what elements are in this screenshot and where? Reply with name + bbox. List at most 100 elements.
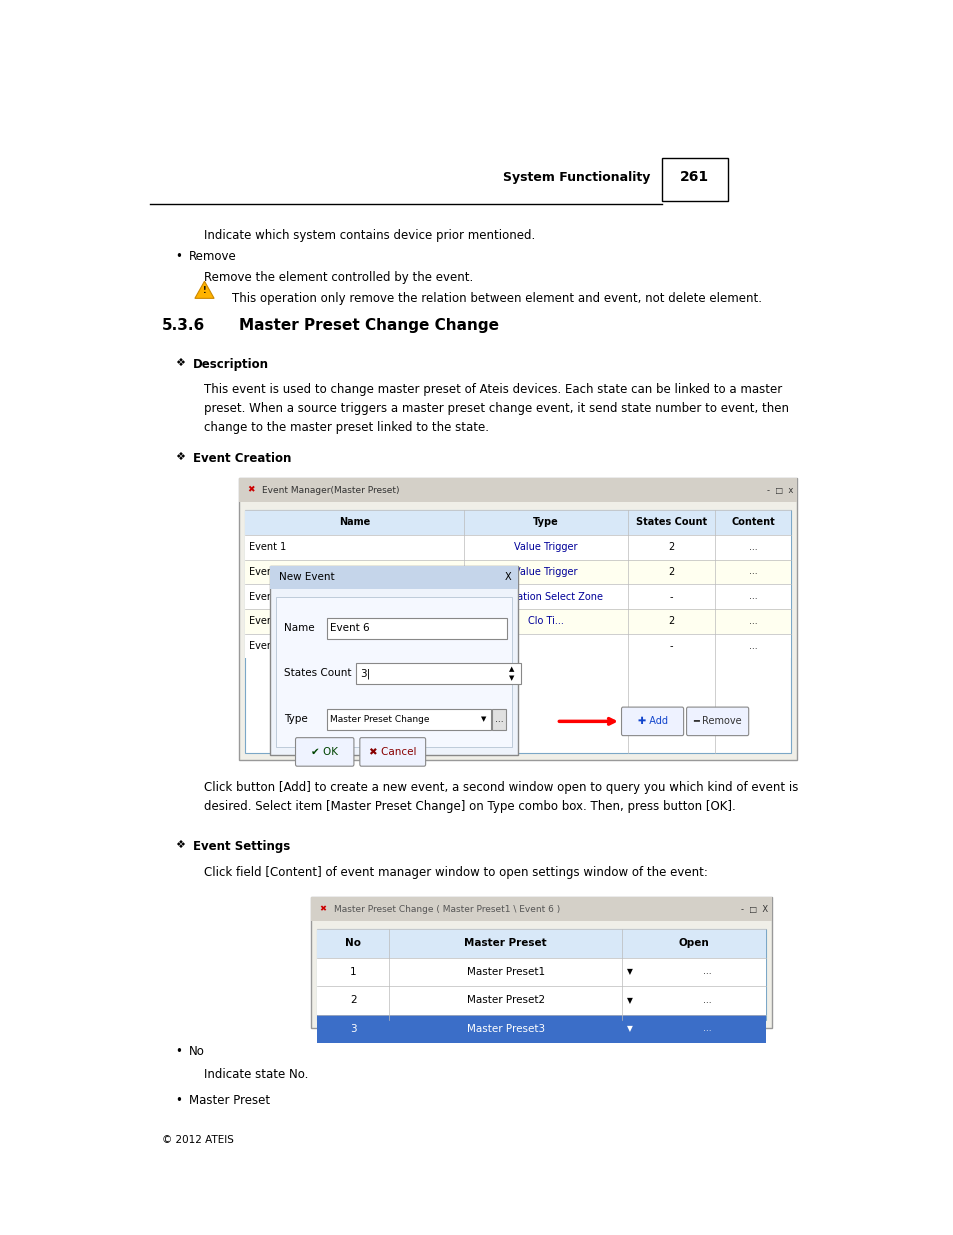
FancyBboxPatch shape <box>295 737 354 766</box>
FancyBboxPatch shape <box>239 478 797 503</box>
FancyBboxPatch shape <box>620 708 683 736</box>
Text: 3|: 3| <box>359 668 370 679</box>
FancyBboxPatch shape <box>245 510 791 753</box>
FancyBboxPatch shape <box>355 663 520 684</box>
Text: 2: 2 <box>667 567 674 577</box>
Text: Indicate state No.: Indicate state No. <box>204 1068 309 1082</box>
Text: System Functionality: System Functionality <box>502 170 649 184</box>
FancyBboxPatch shape <box>245 559 791 584</box>
FancyBboxPatch shape <box>245 535 791 559</box>
Text: No: No <box>345 939 361 948</box>
Text: Type: Type <box>283 714 307 724</box>
Text: Master Preset: Master Preset <box>189 1094 270 1107</box>
FancyBboxPatch shape <box>245 634 791 658</box>
Text: ...: ... <box>495 715 503 724</box>
Text: 1: 1 <box>350 967 356 977</box>
Text: -: - <box>669 641 673 651</box>
Text: ❖: ❖ <box>174 358 185 368</box>
Polygon shape <box>194 282 213 299</box>
Text: Master Preset Change ( Master Preset1 \ Event 6 ): Master Preset Change ( Master Preset1 \ … <box>334 904 559 914</box>
Text: ...: ... <box>702 967 711 976</box>
Text: 2: 2 <box>667 616 674 626</box>
Text: This operation only remove the relation between element and event, not delete el: This operation only remove the relation … <box>232 293 760 305</box>
Text: ✖ Cancel: ✖ Cancel <box>369 747 416 757</box>
Text: This event is used to change master preset of Ateis devices. Each state can be l: This event is used to change master pres… <box>204 383 789 433</box>
Text: Type: Type <box>532 517 558 527</box>
Text: Value Trigger: Value Trigger <box>514 567 577 577</box>
Text: Master Preset Change Change: Master Preset Change Change <box>239 317 498 332</box>
FancyBboxPatch shape <box>317 929 765 1020</box>
Text: ❖: ❖ <box>174 452 185 462</box>
Text: ...: ... <box>748 542 757 552</box>
Text: ✖: ✖ <box>247 485 254 495</box>
Text: 5.3.6: 5.3.6 <box>162 317 205 332</box>
Text: !: ! <box>202 287 206 295</box>
Text: Open: Open <box>678 939 709 948</box>
Text: No: No <box>189 1045 205 1058</box>
Text: Content: Content <box>731 517 774 527</box>
Text: ✚ Add: ✚ Add <box>637 716 667 726</box>
Text: Ever...: Ever... <box>249 616 278 626</box>
Text: Description: Description <box>193 358 269 370</box>
Text: ...: ... <box>748 592 757 601</box>
Text: Master Preset: Master Preset <box>464 939 546 948</box>
Text: ...: ... <box>748 567 757 577</box>
FancyBboxPatch shape <box>326 618 507 638</box>
Text: ❖: ❖ <box>174 840 185 850</box>
Text: ▼: ▼ <box>626 1024 632 1034</box>
Text: Clo Ti...: Clo Ti... <box>527 616 563 626</box>
FancyBboxPatch shape <box>245 609 791 634</box>
Text: Event Manager(Master Preset): Event Manager(Master Preset) <box>261 485 398 495</box>
Text: Integration Select Zone: Integration Select Zone <box>488 592 602 601</box>
Text: ▲: ▲ <box>509 667 514 672</box>
FancyBboxPatch shape <box>245 510 791 535</box>
Text: 2: 2 <box>667 542 674 552</box>
FancyBboxPatch shape <box>326 709 491 730</box>
FancyBboxPatch shape <box>359 737 425 766</box>
Text: Remove the element controlled by the event.: Remove the element controlled by the eve… <box>204 272 474 284</box>
Text: Event Creation: Event Creation <box>193 452 291 466</box>
Text: Indicate which system contains device prior mentioned.: Indicate which system contains device pr… <box>204 228 536 242</box>
Text: Name: Name <box>283 622 314 632</box>
Text: ━ Remove: ━ Remove <box>693 716 741 726</box>
Text: •: • <box>174 1045 182 1058</box>
FancyBboxPatch shape <box>492 709 505 730</box>
Text: •: • <box>174 1094 182 1107</box>
FancyBboxPatch shape <box>317 929 765 957</box>
Text: ▼: ▼ <box>480 716 486 722</box>
FancyBboxPatch shape <box>311 897 771 1028</box>
Text: States Count: States Count <box>635 517 706 527</box>
Text: ✔ OK: ✔ OK <box>311 747 338 757</box>
Text: •: • <box>174 249 182 263</box>
Text: -  □  x: - □ x <box>766 485 793 495</box>
Text: Master Preset3: Master Preset3 <box>466 1024 544 1034</box>
Text: Event 1: Event 1 <box>249 542 286 552</box>
FancyBboxPatch shape <box>317 957 765 986</box>
Text: 2: 2 <box>350 995 356 1005</box>
Text: 3: 3 <box>350 1024 356 1034</box>
Text: States Count: States Count <box>283 668 351 678</box>
Text: 261: 261 <box>679 170 708 184</box>
Text: ...: ... <box>702 995 711 1005</box>
FancyBboxPatch shape <box>270 566 517 755</box>
FancyBboxPatch shape <box>239 478 797 761</box>
Text: New Event: New Event <box>279 573 335 583</box>
FancyBboxPatch shape <box>276 597 512 747</box>
Text: Event 3: Event 3 <box>249 592 286 601</box>
Text: ▼: ▼ <box>626 995 632 1005</box>
FancyBboxPatch shape <box>686 708 748 736</box>
Text: Event 4: Event 4 <box>249 567 286 577</box>
FancyBboxPatch shape <box>317 1015 765 1044</box>
FancyBboxPatch shape <box>317 986 765 1015</box>
Text: Master Preset Change: Master Preset Change <box>329 715 429 724</box>
Text: Master Preset1: Master Preset1 <box>466 967 544 977</box>
Text: -: - <box>669 592 673 601</box>
Text: Master Preset2: Master Preset2 <box>466 995 544 1005</box>
Text: Ever...: Ever... <box>249 641 278 651</box>
FancyBboxPatch shape <box>661 158 727 200</box>
Text: ...: ... <box>748 616 757 626</box>
Text: Remove: Remove <box>189 249 236 263</box>
Text: Value Trigger: Value Trigger <box>514 542 577 552</box>
Text: © 2012 ATEIS: © 2012 ATEIS <box>162 1135 233 1145</box>
Text: ✖: ✖ <box>318 904 326 914</box>
